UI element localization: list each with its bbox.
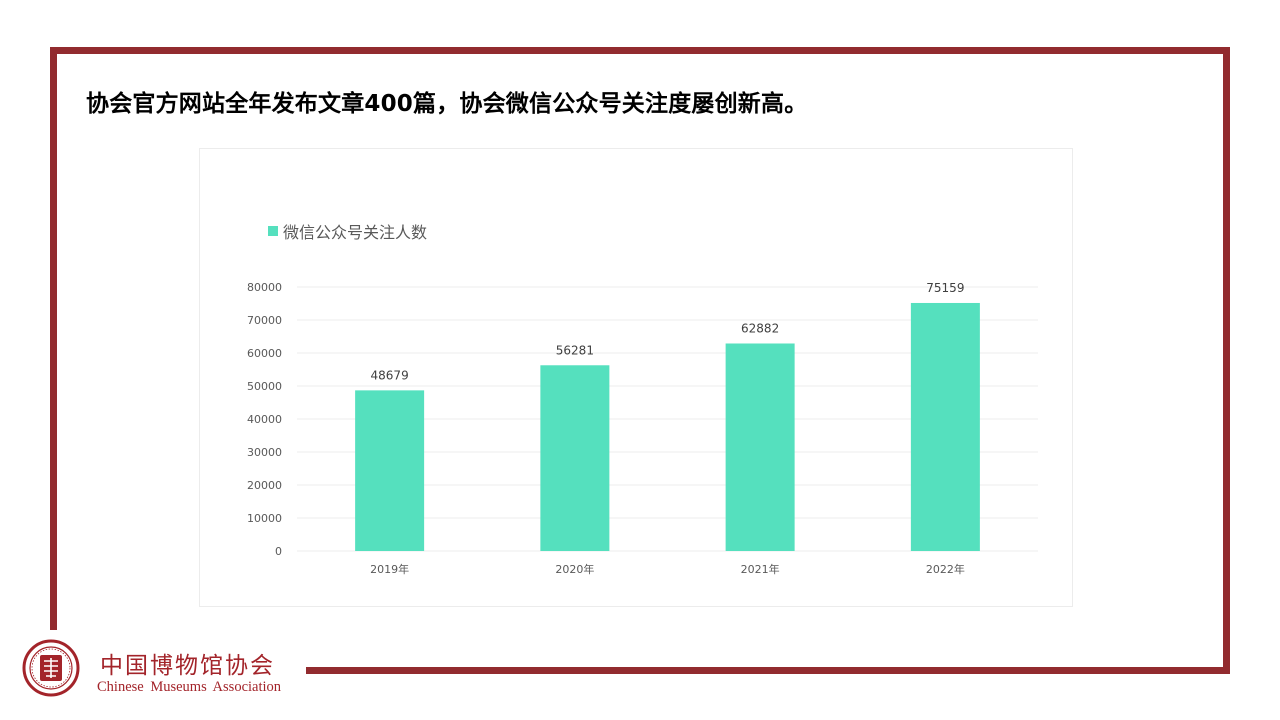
bar xyxy=(355,390,425,551)
data-label: 62882 xyxy=(741,321,779,335)
bar-chart: 0 10000 20000 30000 40000 50000 60000 70000 8000… xyxy=(247,281,1038,576)
slide-title: 协会官方网站全年发布文章400篇，协会微信公众号关注度屡创新高。 xyxy=(86,91,808,117)
frame-gap xyxy=(40,630,306,690)
bar xyxy=(910,302,980,551)
y-tick-label: 80000 xyxy=(247,281,282,294)
bar xyxy=(540,365,610,551)
y-tick-label: 30000 xyxy=(247,446,282,459)
y-tick-label: 70000 xyxy=(247,314,282,327)
x-tick-label: 2022年 xyxy=(926,562,965,576)
org-name-cn: 中国博物馆协会 xyxy=(100,653,275,679)
x-tick-label: 2019年 xyxy=(370,562,409,576)
chart-legend: 微信公众号关注人数 xyxy=(268,219,427,243)
y-tick-label: 40000 xyxy=(247,413,282,426)
y-tick-label: 20000 xyxy=(247,479,282,492)
bar xyxy=(725,343,795,551)
chart-panel: 微信公众号关注人数 0 10000 20000 30000 40000 50000 6000… xyxy=(199,148,1073,607)
data-label: 56281 xyxy=(556,343,594,357)
data-label: 48679 xyxy=(371,368,409,382)
legend-swatch xyxy=(268,226,278,236)
y-tick-label: 10000 xyxy=(247,512,282,525)
data-label: 75159 xyxy=(926,281,964,295)
slide-frame xyxy=(50,47,1230,674)
y-tick-label: 50000 xyxy=(247,380,282,393)
y-tick-label: 60000 xyxy=(247,347,282,360)
x-tick-label: 2020年 xyxy=(555,562,594,576)
x-tick-label: 2021年 xyxy=(741,562,780,576)
museums-association-seal-icon xyxy=(22,639,80,697)
y-tick-label: 0 xyxy=(275,545,282,558)
legend-label: 微信公众号关注人数 xyxy=(283,223,428,242)
org-name-en: Chinese Museums Association xyxy=(97,679,282,695)
